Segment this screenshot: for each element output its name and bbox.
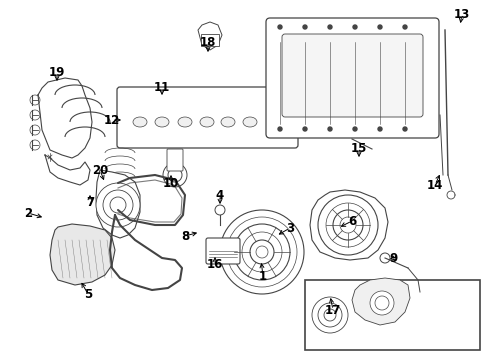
FancyBboxPatch shape bbox=[167, 149, 183, 171]
Ellipse shape bbox=[178, 117, 192, 127]
Circle shape bbox=[256, 246, 267, 258]
Circle shape bbox=[226, 217, 296, 287]
Polygon shape bbox=[351, 278, 409, 325]
Text: 13: 13 bbox=[453, 8, 469, 21]
Text: 6: 6 bbox=[347, 215, 355, 228]
Circle shape bbox=[379, 253, 389, 263]
Circle shape bbox=[303, 25, 306, 29]
FancyBboxPatch shape bbox=[205, 238, 240, 264]
Polygon shape bbox=[50, 224, 115, 285]
Circle shape bbox=[402, 25, 406, 29]
Circle shape bbox=[303, 127, 306, 131]
Circle shape bbox=[377, 25, 381, 29]
FancyBboxPatch shape bbox=[117, 87, 297, 148]
Text: 20: 20 bbox=[92, 163, 108, 176]
Text: 4: 4 bbox=[215, 189, 224, 202]
Circle shape bbox=[110, 197, 126, 213]
Text: 5: 5 bbox=[84, 288, 92, 301]
Circle shape bbox=[163, 163, 186, 187]
Text: 19: 19 bbox=[49, 66, 65, 78]
Circle shape bbox=[278, 25, 282, 29]
Circle shape bbox=[220, 210, 304, 294]
Circle shape bbox=[103, 190, 133, 220]
Text: 12: 12 bbox=[103, 113, 120, 126]
Bar bbox=[305, 280, 479, 350]
Circle shape bbox=[402, 127, 406, 131]
Circle shape bbox=[311, 297, 347, 333]
Circle shape bbox=[234, 224, 289, 280]
Polygon shape bbox=[309, 190, 387, 260]
Circle shape bbox=[168, 168, 182, 182]
Ellipse shape bbox=[200, 117, 214, 127]
Ellipse shape bbox=[243, 117, 257, 127]
Text: 8: 8 bbox=[181, 230, 189, 243]
Text: 16: 16 bbox=[206, 258, 223, 271]
Circle shape bbox=[96, 183, 140, 227]
Text: 11: 11 bbox=[154, 81, 170, 94]
Text: 2: 2 bbox=[24, 207, 32, 220]
Circle shape bbox=[332, 210, 362, 240]
Circle shape bbox=[339, 217, 355, 233]
Ellipse shape bbox=[221, 117, 235, 127]
Circle shape bbox=[369, 291, 393, 315]
Circle shape bbox=[317, 303, 341, 327]
Ellipse shape bbox=[133, 117, 147, 127]
Text: 7: 7 bbox=[86, 195, 94, 208]
FancyBboxPatch shape bbox=[265, 18, 438, 138]
Text: 15: 15 bbox=[350, 141, 366, 154]
FancyBboxPatch shape bbox=[282, 34, 422, 117]
Ellipse shape bbox=[155, 117, 169, 127]
Circle shape bbox=[324, 309, 335, 321]
Text: 1: 1 bbox=[259, 270, 266, 283]
Circle shape bbox=[327, 127, 331, 131]
Circle shape bbox=[249, 240, 273, 264]
Circle shape bbox=[377, 127, 381, 131]
Text: 9: 9 bbox=[389, 252, 397, 265]
Text: 17: 17 bbox=[324, 303, 341, 316]
Circle shape bbox=[278, 127, 282, 131]
Circle shape bbox=[242, 232, 282, 272]
Text: 18: 18 bbox=[200, 36, 216, 49]
Circle shape bbox=[215, 205, 224, 215]
Circle shape bbox=[352, 25, 356, 29]
Polygon shape bbox=[198, 22, 222, 50]
Circle shape bbox=[352, 127, 356, 131]
Circle shape bbox=[325, 203, 369, 247]
Circle shape bbox=[374, 296, 388, 310]
Text: 3: 3 bbox=[285, 221, 293, 234]
Text: 14: 14 bbox=[426, 179, 442, 192]
Text: 10: 10 bbox=[163, 176, 179, 189]
Circle shape bbox=[317, 195, 377, 255]
Polygon shape bbox=[96, 170, 140, 238]
FancyBboxPatch shape bbox=[201, 34, 219, 46]
Circle shape bbox=[327, 25, 331, 29]
